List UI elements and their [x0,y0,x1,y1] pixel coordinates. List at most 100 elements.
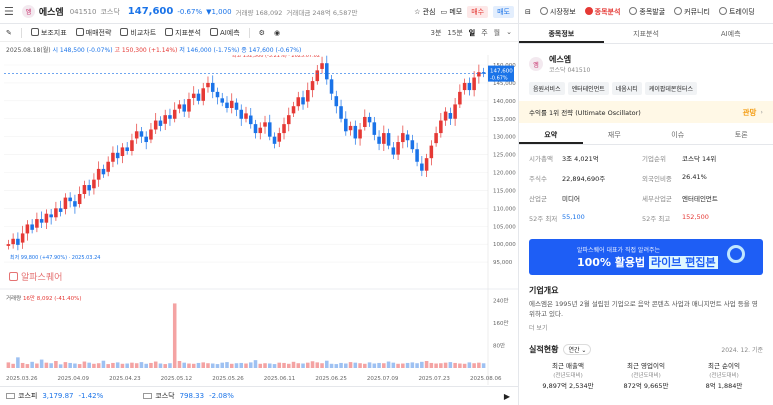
period-day[interactable]: 일 [468,28,476,37]
volume-bar [424,360,429,368]
candle-body [125,147,129,151]
volume-bar [87,362,91,368]
tag-item[interactable]: 엔터테인먼트 [567,82,609,95]
ai-predict-button[interactable]: AI예측 [209,27,240,38]
analysis-button[interactable]: 지표분석 [165,27,201,38]
last-price-label: 147,600 [490,69,513,75]
candle-body [263,122,267,127]
top-tab-trading[interactable]: 트레이딩 [718,6,755,17]
candle-body [225,102,229,108]
y-tick-label: 130,000 [493,135,516,141]
candle-body [415,149,419,162]
favorite-button[interactable]: ☆ 관심 [414,7,436,16]
top-tab-discover[interactable]: 종목발굴 [629,6,665,17]
sub-tab-info[interactable]: 종목정보 [519,24,604,43]
x-tick-label: 2025.03.26 [6,376,38,382]
candle-body [191,93,196,98]
candle-body [182,104,186,112]
volume-bar [405,362,410,368]
candle-body [101,168,106,175]
volume-bar [420,361,424,368]
hamburger-icon[interactable]: ☰ [4,5,14,18]
play-icon[interactable]: ▶ [503,391,510,401]
candle-body [130,140,134,151]
top-tab-analysis[interactable]: 종목분석 [584,6,620,17]
top-tab-label: 트레이딩 [728,7,755,16]
candle-body [120,147,125,157]
volume-bar [163,364,167,368]
volume-bar [448,362,453,368]
x-tick-label: 2025.07.23 [418,376,450,382]
period-15m[interactable]: 15분 [447,28,463,37]
period-dropdown-icon[interactable]: ⌄ [506,27,512,36]
volume-bar [182,362,186,368]
candle-body [472,77,476,91]
watermark: 알파스퀘어 [9,270,62,283]
stat-key: 기업순위 [642,155,666,163]
sell-button[interactable]: 매도 [493,5,514,18]
period-week[interactable]: 주 [481,28,488,37]
candle-body [386,133,391,146]
compare-button[interactable]: 비교차트 [120,27,156,38]
top-tab-community[interactable]: 커뮤니티 [674,6,710,17]
toggle-panel-icon[interactable]: ⊟ [525,7,531,16]
section-tab-summary[interactable]: 요약 [519,125,583,144]
camera-icon[interactable]: ◉ [273,28,281,37]
x-tick-label: 2025.04.23 [109,376,141,382]
tag-item[interactable]: 케이팝데몬헌터스 [644,82,697,95]
more-link[interactable]: 더 보기 [529,325,548,332]
volume-bar [115,362,120,368]
candle-body [377,136,381,144]
stock-name[interactable]: 에스엠 [38,8,64,18]
perf-item: 최근 매출액 (전년도대비) 9,897억 2,534만 [529,361,607,391]
price-chart[interactable]: 150,000145,000140,000135,000130,000125,0… [0,55,518,385]
sub-tab-ai[interactable]: AI예측 [720,30,741,38]
strategy-button[interactable]: 매매전략 [75,27,111,38]
candle-body [258,127,263,134]
top-tab-market[interactable]: 시장정보 [539,6,576,17]
stat-value: 미디어 [562,195,580,203]
candle-body [144,136,148,143]
perf-value: 8억 1,884만 [705,382,743,390]
volume-text: 거래량 168,092 [235,8,283,17]
period-month[interactable]: 월 [493,28,501,37]
perf-label: 최근 순이익 [708,362,740,370]
candle-body [481,72,486,74]
section-tab-discussion[interactable]: 토론 [734,131,748,139]
overview-title: 기업개요 [529,286,559,295]
candle-body [277,133,282,142]
tag-item[interactable]: 네옴시티 [611,82,642,95]
draw-tool-icon[interactable]: ✎ [6,28,12,37]
buy-button[interactable]: 매수 [467,5,489,18]
period-3m[interactable]: 3분 [430,28,442,37]
volume-bar [358,363,362,368]
indicator-icon [30,27,39,36]
candle-body [206,82,210,88]
candle-body [244,113,248,119]
candle-body [291,106,296,114]
sub-tab-indicator[interactable]: 지표분석 [633,30,659,38]
watermark-label: 알파스퀘어 [21,273,63,283]
settings-icon[interactable]: ⚙ [258,28,265,37]
indicator-button[interactable]: 보조지표 [30,27,67,38]
banner-subtitle: 알파스퀘어 대표가 직접 알려주는 [577,246,661,254]
kosdaq-name[interactable]: 코스닥 [155,392,175,400]
promo-banner[interactable]: 알파스퀘어 대표가 직접 알려주는 100% 활용법 라이브 편집본 [529,239,763,275]
indicator-label: 보조지표 [40,28,67,37]
x-tick-label: 2025.05.12 [161,376,193,382]
volume-bar [172,303,177,368]
kospi-name[interactable]: 코스피 [18,392,38,400]
section-tab-finance[interactable]: 재무 [607,131,621,139]
memo-button[interactable]: ▭ 메모 [440,7,463,16]
strategy-banner[interactable]: 수익률 1위 전략 (Ultimate Oscillator) 관망 › [519,101,773,123]
tag-item[interactable]: 음원서비스 [529,82,565,95]
perf-label: 최근 영업이익 [627,362,665,370]
candle-body [282,124,286,134]
volume-bar [282,362,286,368]
candle-body [453,104,457,119]
perf-dropdown[interactable]: 연간 ⌄ [563,344,592,355]
x-tick-label: 2025.06.11 [264,376,296,382]
volume-bar [410,362,415,368]
section-tab-issue[interactable]: 이슈 [671,131,685,139]
watermark-icon [9,272,18,281]
